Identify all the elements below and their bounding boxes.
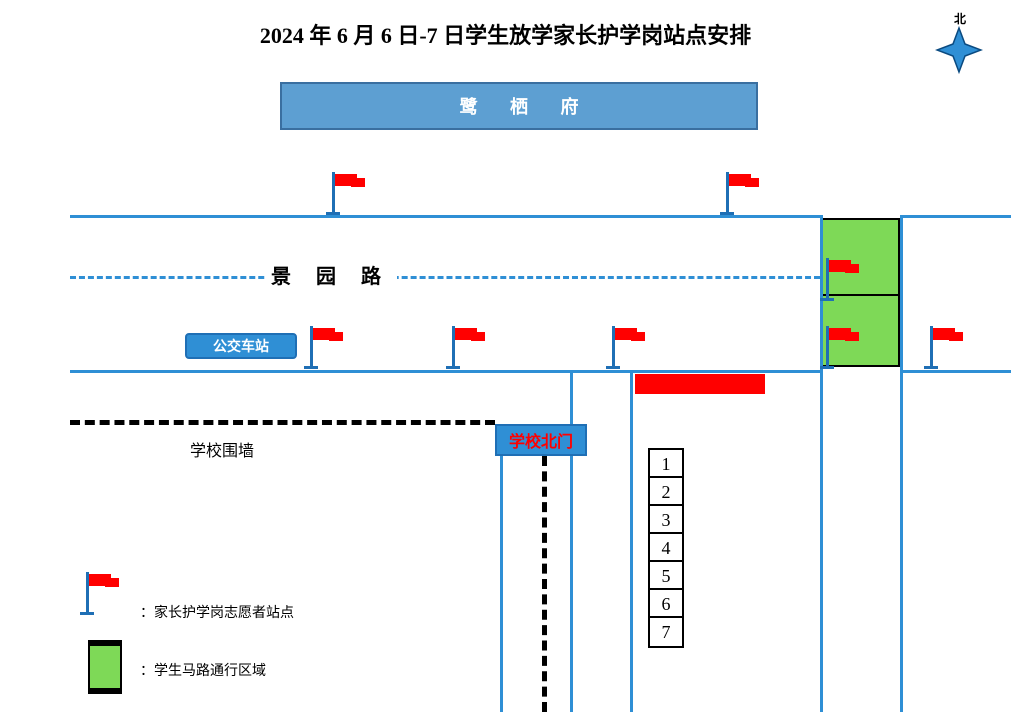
legend-green-text: ：学生马路通行区域 [140, 660, 266, 680]
road-line [70, 276, 820, 279]
road-line [900, 215, 1011, 218]
number-cell: 2 [650, 478, 682, 506]
road-line [900, 215, 903, 712]
number-cell: 6 [650, 590, 682, 618]
road-line [500, 456, 503, 712]
number-cell: 4 [650, 534, 682, 562]
page-title: 2024 年 6 月 6 日-7 日学生放学家长护学岗站点安排 [0, 18, 1011, 50]
flag-icon-2 [310, 326, 350, 372]
legend-green-box [88, 640, 122, 694]
number-table: 1234567 [648, 448, 684, 648]
road-line [630, 370, 633, 712]
number-cell: 1 [650, 450, 682, 478]
school-gate-box: 学校北门 [495, 424, 587, 456]
number-cell: 7 [650, 618, 682, 646]
wall-label: 学校围墙 [190, 437, 254, 461]
road-line [70, 215, 820, 218]
number-cell: 3 [650, 506, 682, 534]
red-bar [635, 374, 765, 394]
flag-icon-0 [332, 172, 372, 218]
compass-icon [935, 26, 983, 74]
wall-line [70, 420, 495, 425]
bus-stop-box: 公交车站 [185, 333, 297, 359]
number-cell: 5 [650, 562, 682, 590]
legend-flag-text: ：家长护学岗志愿者站点 [140, 602, 294, 622]
north-label: 北 [950, 10, 970, 27]
flag-icon-5 [826, 258, 866, 304]
building-box: 鹭 栖 府 [280, 82, 758, 130]
flag-icon-legend [86, 572, 126, 618]
flag-icon-1 [726, 172, 766, 218]
flag-icon-6 [826, 326, 866, 372]
wall-line [542, 456, 547, 712]
road-line [70, 370, 820, 373]
flag-icon-7 [930, 326, 970, 372]
road-line [820, 215, 823, 712]
road-label: 景 园 路 [265, 258, 397, 291]
flag-icon-3 [452, 326, 492, 372]
road-line [570, 370, 573, 712]
flag-icon-4 [612, 326, 652, 372]
